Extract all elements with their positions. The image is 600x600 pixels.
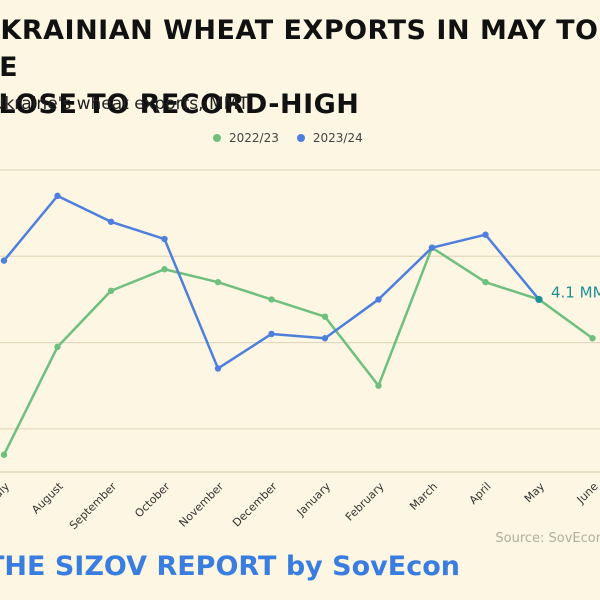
annotation-label: 4.1 MMT — [551, 283, 600, 301]
legend-label-2023-24: 2023/24 — [312, 131, 363, 145]
point-2023-24-april — [482, 231, 489, 238]
point-2023-24-march — [428, 244, 436, 251]
point-2023-24-october — [161, 235, 168, 243]
x-tick-label-august: August — [29, 479, 66, 516]
point-2022-23-january — [321, 313, 329, 320]
source-note: Source: SovEcon — [495, 531, 600, 546]
x-tick-label-may: May — [522, 480, 548, 506]
legend-item-2023-24: 2023/24 — [296, 131, 363, 145]
x-tick-label-april: April — [467, 480, 494, 507]
point-2023-24-january — [321, 335, 329, 342]
legend-marker-2022-23 — [213, 134, 221, 142]
point-2022-23-june — [589, 335, 596, 342]
x-tick-label-october: October — [132, 480, 173, 521]
x-tick-label-december: December — [230, 480, 280, 530]
point-2022-23-december — [268, 296, 275, 303]
point-2022-23-august — [54, 343, 61, 351]
point-2022-23-september — [107, 287, 115, 294]
point-2023-24-august — [54, 192, 61, 200]
title-line-2: CLOSE TO RECORD-HIGH — [0, 89, 360, 120]
annotation-marker — [535, 295, 543, 304]
chart-subtitle: Ukraine's wheat exports, MMT — [0, 94, 249, 114]
x-tick-label-november: November — [176, 480, 226, 530]
x-tick-label-january: January — [294, 480, 334, 520]
point-2022-23-november — [214, 278, 222, 286]
x-tick-label-july: July — [0, 480, 12, 504]
point-2022-23-february — [375, 382, 382, 389]
title-line-1: UKRAINIAN WHEAT EXPORTS IN MAY TO BE — [0, 15, 599, 83]
point-2023-24-november — [214, 365, 222, 372]
x-tick-label-february: February — [343, 480, 387, 524]
footer-brand: THE SIZOV REPORT by SovEcon — [0, 551, 460, 582]
legend-item-2022-23: 2022/23 — [213, 131, 279, 145]
x-tick-label-march: March — [407, 480, 440, 513]
chart-title: UKRAINIAN WHEAT EXPORTS IN MAY TO BE CLO… — [0, 12, 600, 123]
x-tick-label-september: September — [67, 480, 120, 533]
legend-marker-2023-24 — [296, 134, 305, 142]
legend: 2022/23 2023/24 — [213, 131, 381, 145]
point-2022-23-october — [161, 266, 168, 273]
point-2023-24-september — [107, 218, 115, 225]
point-2022-23-july — [0, 451, 8, 458]
legend-label-2022-23: 2022/23 — [229, 131, 279, 145]
x-tick-label-june: June — [574, 480, 600, 507]
point-2023-24-december — [268, 330, 275, 338]
point-2022-23-april — [482, 278, 489, 286]
point-2023-24-february — [375, 296, 382, 303]
series-line-2022-23 — [2, 246, 594, 456]
point-2023-24-july — [0, 257, 8, 264]
